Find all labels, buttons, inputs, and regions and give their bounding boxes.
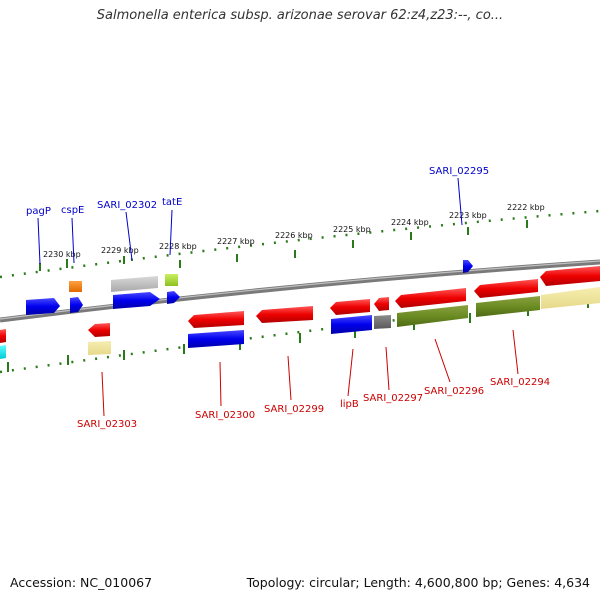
gene-label-cspE[interactable]: cspE (61, 205, 84, 216)
gene-grey-box[interactable] (111, 276, 158, 292)
gene-sari02302-arrow[interactable] (113, 292, 160, 309)
gene-label-lipB[interactable]: lipB (340, 399, 359, 410)
tick-label: 2222 kbp (507, 203, 545, 212)
forward-genes (26, 260, 600, 348)
gene-sari02300-blue[interactable] (188, 330, 244, 348)
topology-text: Topology: circular; Length: 4,600,800 bp… (246, 575, 590, 590)
tick-label: 2227 kbp (217, 237, 255, 246)
outer-scale-ring (0, 209, 600, 279)
accession-text: Accession: NC_010067 (10, 575, 153, 590)
gene-label-sari02300[interactable]: SARI_02300 (195, 410, 255, 421)
gene-label-sari02297[interactable]: SARI_02297 (363, 393, 423, 404)
gene-tatE-arrow[interactable] (167, 291, 180, 304)
gene-sari02294-arrow[interactable] (474, 279, 538, 298)
gene-label-sari02303[interactable]: SARI_02303 (77, 419, 137, 430)
genome-backbone (0, 259, 600, 323)
map-title: Salmonella enterica subsp. arizonae sero… (96, 8, 504, 23)
gene-lime-box[interactable] (165, 274, 178, 286)
gene-label-sari02296[interactable]: SARI_02296 (424, 386, 484, 397)
major-ticks (39, 220, 528, 271)
gene-sari02300-arrow[interactable] (188, 311, 244, 328)
tick-label: 2224 kbp (391, 218, 429, 227)
gene-sari02299-arrow[interactable] (256, 306, 313, 323)
gene-label-sari02294[interactable]: SARI_02294 (490, 377, 550, 388)
tick-label: 2230 kbp (43, 250, 81, 259)
gene-label-sari02302[interactable]: SARI_02302 (97, 200, 157, 211)
gene-label-pagP[interactable]: pagP (26, 206, 51, 217)
gene-label-tatE[interactable]: tatE (162, 197, 182, 208)
gene-red-left-edge[interactable] (0, 329, 6, 343)
tick-label: 2229 kbp (101, 246, 139, 255)
gene-sari02295-arrow[interactable] (463, 260, 473, 273)
gene-label-sari02295[interactable]: SARI_02295 (429, 166, 489, 177)
gene-orange-box[interactable] (69, 281, 82, 292)
gene-red-right-edge[interactable] (540, 266, 600, 286)
gene-sari02303-arrow[interactable] (88, 323, 110, 337)
gene-labels-top: pagP cspE SARI_02302 tatE SARI_02295 (26, 166, 489, 217)
gene-khaki-box-left[interactable] (88, 341, 111, 355)
gene-blue-arrow[interactable] (331, 315, 372, 334)
inner-scale-ring (0, 294, 600, 374)
gene-labels-bottom: SARI_02303 SARI_02300 SARI_02299 lipB SA… (77, 377, 550, 430)
tick-labels: 2230 kbp 2229 kbp 2228 kbp 2227 kbp 2226… (43, 203, 545, 259)
gene-label-sari02299[interactable]: SARI_02299 (264, 404, 324, 415)
tick-label: 2228 kbp (159, 242, 197, 251)
gene-olive-box-2[interactable] (476, 296, 540, 317)
gene-sari02296-arrow[interactable] (395, 288, 466, 308)
tick-label: 2225 kbp (333, 225, 371, 234)
gene-dark-box[interactable] (374, 315, 391, 329)
reverse-genes (0, 266, 600, 359)
gene-khaki-box-right[interactable] (541, 287, 600, 309)
gene-pagP-arrow[interactable] (26, 298, 60, 315)
tick-label: 2223 kbp (449, 211, 487, 220)
forward-label-leaders (37, 177, 463, 265)
gene-olive-box-1[interactable] (397, 305, 468, 327)
gene-sari02297-arrow[interactable] (374, 297, 389, 311)
gene-cyan-left-edge[interactable] (0, 345, 6, 359)
reverse-label-leaders (101, 329, 519, 417)
gene-lipB-arrow[interactable] (330, 299, 370, 315)
tick-label: 2226 kbp (275, 231, 313, 240)
gene-cspE-arrow[interactable] (70, 297, 83, 313)
